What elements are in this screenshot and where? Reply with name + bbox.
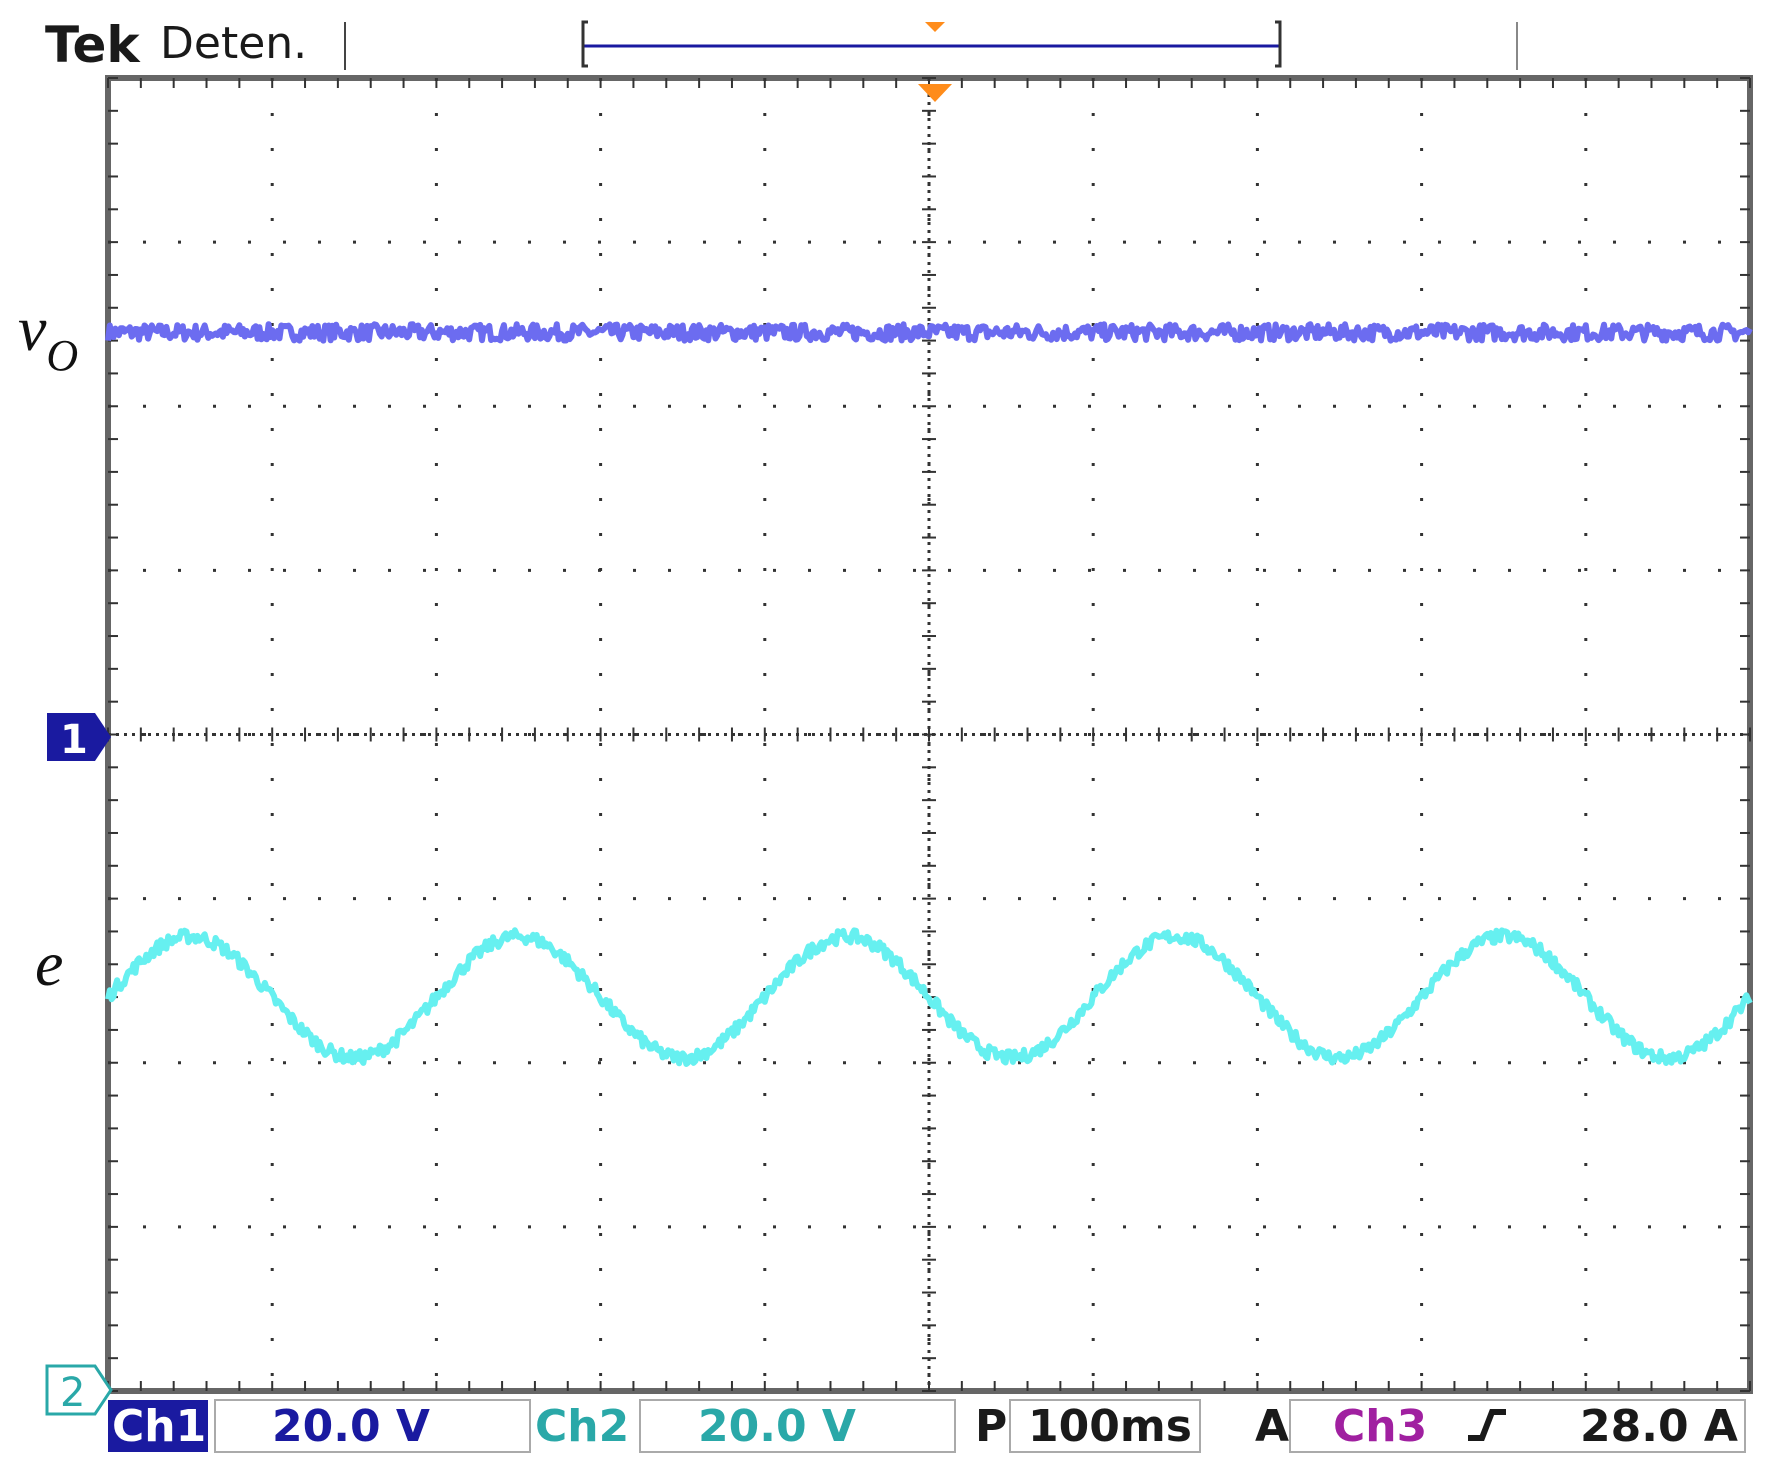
timebase-box (1009, 1399, 1201, 1453)
trace-ch1-vo (105, 321, 1753, 344)
ch1-name: Ch1 (112, 1401, 206, 1452)
run-state: Deten. (160, 18, 307, 69)
ch2-scale-box (639, 1399, 956, 1453)
brand-logo: Tek (45, 16, 141, 74)
timebase: 100ms (1028, 1401, 1192, 1452)
ch1-scale: 20.0 V (272, 1401, 430, 1452)
ch2-scale: 20.0 V (698, 1401, 856, 1452)
trigger-time-icon (918, 84, 952, 102)
trigger-mode: A (1255, 1401, 1289, 1452)
trace-ch2-e (105, 927, 1753, 1067)
ch1-ground-marker: 1 (47, 713, 111, 763)
vo-trace-label: vO (18, 293, 78, 380)
ch2-ground-marker: 2 (45, 1364, 113, 1416)
rising-edge-icon (1468, 1409, 1506, 1441)
ch2-marker-label: 2 (60, 1370, 85, 1416)
ch2-name: Ch2 (535, 1401, 629, 1452)
trigger-position-icon (925, 22, 945, 32)
time-prefix: P (975, 1401, 1007, 1452)
status-bar: Ch1 20.0 V Ch2 20.0 V P 100ms A Ch3 28.0… (108, 1399, 1746, 1453)
trigger-level: 28.0 A (1580, 1401, 1738, 1452)
record-view-bar (581, 20, 1282, 68)
ch1-scale-box (214, 1399, 531, 1453)
graticule-grid (107, 77, 1751, 1392)
vo-label-sub: O (46, 331, 78, 380)
ch1-marker-label: 1 (60, 717, 88, 763)
trigger-source: Ch3 (1333, 1401, 1427, 1452)
trigger-box (1289, 1399, 1746, 1453)
e-trace-label: e (35, 928, 63, 999)
vo-label-main: v (18, 293, 47, 364)
ch1-badge (108, 1400, 208, 1452)
